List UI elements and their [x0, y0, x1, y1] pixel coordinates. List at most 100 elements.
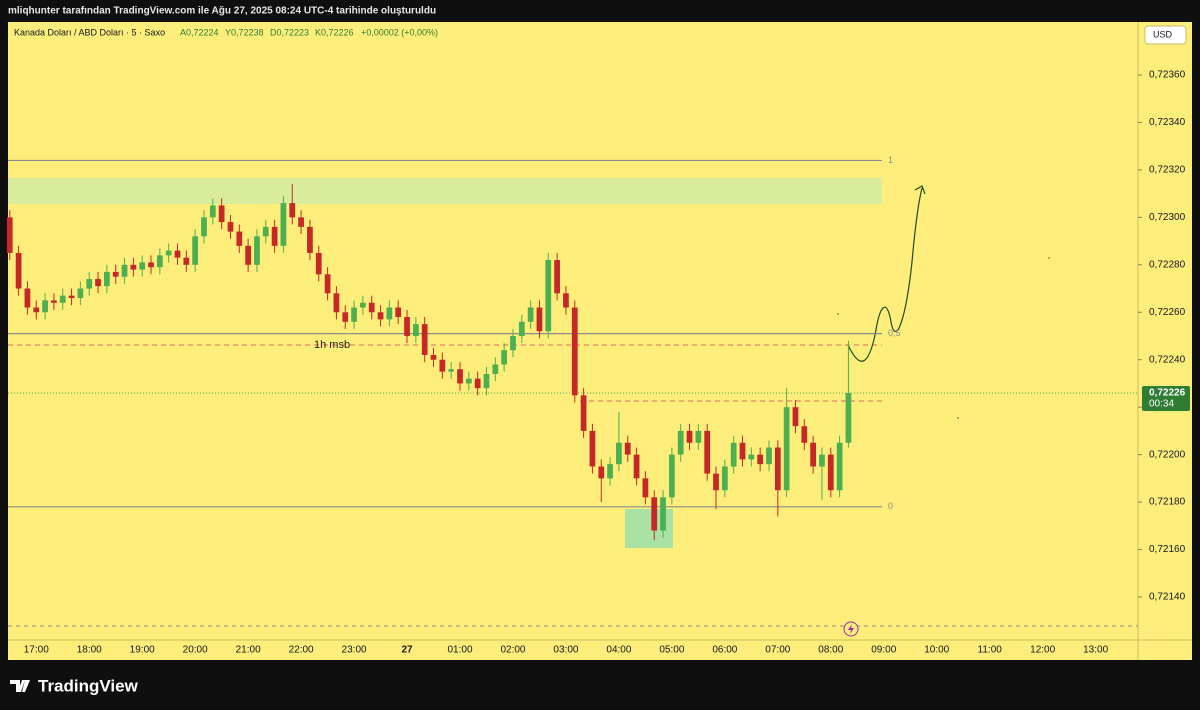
candle-body [77, 288, 84, 299]
candle-body [68, 295, 75, 299]
x-tick-label: 10:00 [924, 645, 949, 656]
candle-body [589, 430, 596, 467]
x-tick-label: 05:00 [659, 645, 684, 656]
candle-body [465, 378, 472, 384]
y-tick-label: 0,72260 [1149, 307, 1186, 318]
candle-body [439, 359, 446, 372]
x-tick-label: 03:00 [553, 645, 578, 656]
candle-body [95, 279, 101, 287]
projection-path [847, 187, 923, 362]
symbol: Kanada Doları / ABD Doları · 5 · Saxo [14, 27, 165, 37]
y-tick-label: 0,72340 [1149, 117, 1186, 128]
candle-body [457, 369, 463, 384]
candle-body [518, 321, 525, 336]
candle-body [554, 260, 560, 294]
candle-body [324, 274, 331, 294]
x-tick-label: 07:00 [765, 645, 790, 656]
x-tick-label: 18:00 [77, 645, 102, 656]
candle-body [827, 454, 834, 491]
countdown: 00:34 [1149, 399, 1174, 410]
candle-body [280, 203, 287, 246]
fib-label: 0,5 [888, 328, 901, 338]
candle-body [845, 392, 852, 443]
candle-body [448, 369, 455, 372]
candle-body [33, 307, 40, 313]
candle-body [412, 324, 419, 336]
currency[interactable]: USD [1153, 29, 1173, 39]
x-tick-label: 20:00 [183, 645, 208, 656]
x-tick-label: 17:00 [24, 645, 49, 656]
candle-body [624, 442, 631, 455]
x-tick-label: 06:00 [712, 645, 737, 656]
candle-body [783, 407, 790, 491]
x-tick-label: 19:00 [130, 645, 155, 656]
candle-body [792, 407, 799, 427]
change: +0,00002 (+0,00%) [361, 27, 438, 37]
candle-body [148, 262, 154, 268]
candle-body [483, 373, 490, 389]
candle-body [6, 217, 13, 253]
last-price-label: 0,72226 [1149, 388, 1186, 399]
candle-body [395, 307, 402, 318]
candle-body [616, 442, 622, 465]
candle-body [651, 497, 658, 531]
candle-body [289, 203, 296, 218]
x-tick-label: 02:00 [500, 645, 525, 656]
candle-body [174, 250, 181, 258]
candle-body [501, 350, 508, 365]
candle-body [580, 395, 587, 431]
dot [837, 313, 839, 315]
candle-body [245, 245, 251, 265]
supply-zone [8, 178, 882, 204]
candle-body [598, 466, 605, 479]
candle-body [660, 497, 666, 531]
y-tick-label: 0,72180 [1149, 497, 1186, 508]
dot [957, 417, 959, 419]
x-tick-label: 09:00 [871, 645, 896, 656]
ohlc-low: D0,72223 [270, 27, 309, 37]
ohlc-open: A0,72224 [180, 27, 219, 37]
candle-body [192, 236, 199, 265]
candle-body [24, 288, 31, 308]
x-tick-label: 21:00 [236, 645, 261, 656]
candle-body [139, 262, 146, 270]
candle-body [677, 430, 684, 455]
y-tick-label: 0,72280 [1149, 259, 1186, 270]
fib-label: 0 [888, 501, 893, 511]
candle-body [201, 217, 207, 237]
y-tick-label: 0,72200 [1149, 449, 1186, 460]
candle-body [333, 293, 340, 313]
currency-box[interactable] [1144, 25, 1187, 45]
y-tick-label: 0,72140 [1149, 592, 1186, 603]
x-tick-label: 12:00 [1030, 645, 1055, 656]
candle-body [254, 236, 260, 265]
candle-body [368, 302, 375, 313]
fib-label: 1 [888, 155, 893, 165]
candle-body [42, 300, 48, 313]
candle-body [739, 442, 746, 460]
candle-body [545, 260, 552, 332]
candle-body [607, 464, 613, 479]
x-tick-label: 27 [401, 645, 413, 656]
candle-body [86, 279, 93, 289]
dot [1048, 257, 1050, 259]
candle-body [430, 354, 437, 360]
candle-body [351, 307, 357, 322]
candle-body [183, 257, 190, 265]
candle-body [421, 324, 428, 355]
candle-body [571, 307, 578, 396]
candle-body [104, 271, 110, 287]
chart-background [8, 22, 1192, 660]
y-tick-label: 0,72320 [1149, 165, 1186, 176]
candle-body [801, 426, 808, 443]
candle-body [492, 364, 499, 374]
ohlc-close: K0,72226 [315, 27, 354, 37]
x-tick-label: 13:00 [1083, 645, 1108, 656]
x-tick-label: 23:00 [342, 645, 367, 656]
header-text: mliqhunter tarafından TradingView.com il… [8, 6, 436, 17]
projection-arrow [914, 185, 926, 195]
x-tick-label: 01:00 [447, 645, 472, 656]
candle-body [810, 442, 816, 467]
candle-body [51, 300, 57, 303]
x-tick-label: 22:00 [289, 645, 314, 656]
